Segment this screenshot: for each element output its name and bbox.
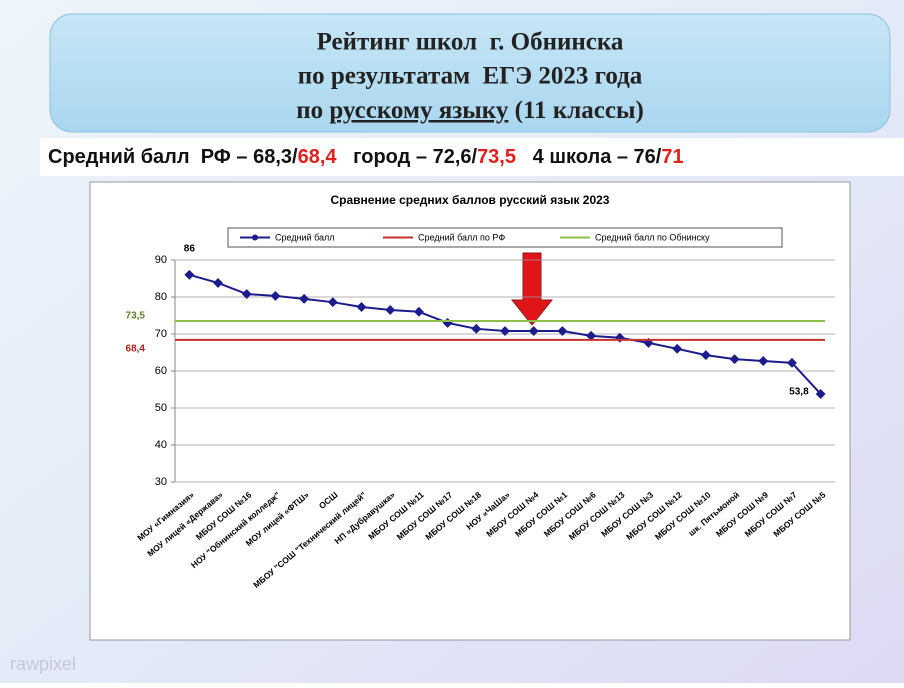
stats-strip: [40, 138, 904, 176]
stats-part: 73,5: [477, 146, 516, 168]
y-tick-label: 80: [155, 291, 167, 303]
stats-part: город – 72,6/: [337, 146, 478, 168]
title-line: по русскому языку (11 классы): [296, 97, 644, 124]
title-banner: [49, 13, 891, 133]
data-point: [327, 297, 338, 308]
title-part: русскому языку: [329, 97, 509, 124]
stats-part: 71: [661, 146, 683, 168]
data-point: [356, 302, 367, 312]
data-point: [299, 293, 310, 304]
title-line: Рейтинг школ г. Обнинска: [317, 29, 624, 56]
stats-part: 68,4: [298, 146, 338, 168]
data-point: [528, 326, 539, 336]
legend-box: [227, 227, 783, 248]
data-label: 53,8: [789, 387, 809, 398]
reference-label: 73,5: [126, 311, 146, 322]
legend-label: Средний балл: [275, 232, 335, 242]
y-tick-label: 70: [155, 328, 167, 340]
data-point: [270, 290, 281, 301]
legend-label: Средний балл по РФ: [418, 232, 505, 242]
data-point: [729, 354, 740, 365]
title-part: (11 классы): [508, 97, 643, 124]
y-tick-label: 90: [155, 254, 167, 266]
data-point: [385, 305, 396, 315]
y-tick-label: 60: [155, 365, 167, 377]
data-point: [758, 356, 769, 366]
y-tick-label: 40: [155, 439, 167, 451]
data-point: [241, 289, 252, 299]
chart-title: Сравнение средних баллов русский язык 20…: [331, 193, 610, 207]
data-point: [700, 350, 711, 361]
data-point: [471, 323, 482, 334]
reference-label: 68,4: [126, 344, 146, 355]
stats-part: Средний балл РФ – 68,3/: [48, 146, 298, 168]
watermark: rawpixel: [10, 654, 76, 674]
data-point: [500, 326, 510, 336]
highlight-arrow: [510, 252, 554, 326]
stats-line: Средний балл РФ – 68,3/68,4 город – 72,6…: [48, 146, 684, 168]
data-point: [815, 388, 826, 399]
title-line: по результатам ЕГЭ 2023 года: [298, 63, 643, 90]
data-label: 86: [184, 243, 196, 254]
chart-frame: [89, 181, 851, 641]
data-point: [787, 357, 797, 368]
data-point: [184, 269, 195, 280]
data-point: [413, 306, 424, 317]
stats-part: 4 школа – 76/: [516, 146, 662, 168]
legend-label: Средний балл по Обнинску: [595, 232, 710, 242]
legend-marker: [252, 234, 258, 241]
data-point: [586, 330, 597, 341]
data-point: [557, 326, 568, 336]
data-point: [213, 277, 223, 288]
y-tick-label: 50: [155, 402, 167, 414]
y-tick-label: 30: [155, 476, 167, 488]
title-part: по: [296, 97, 329, 124]
data-point: [672, 343, 683, 354]
